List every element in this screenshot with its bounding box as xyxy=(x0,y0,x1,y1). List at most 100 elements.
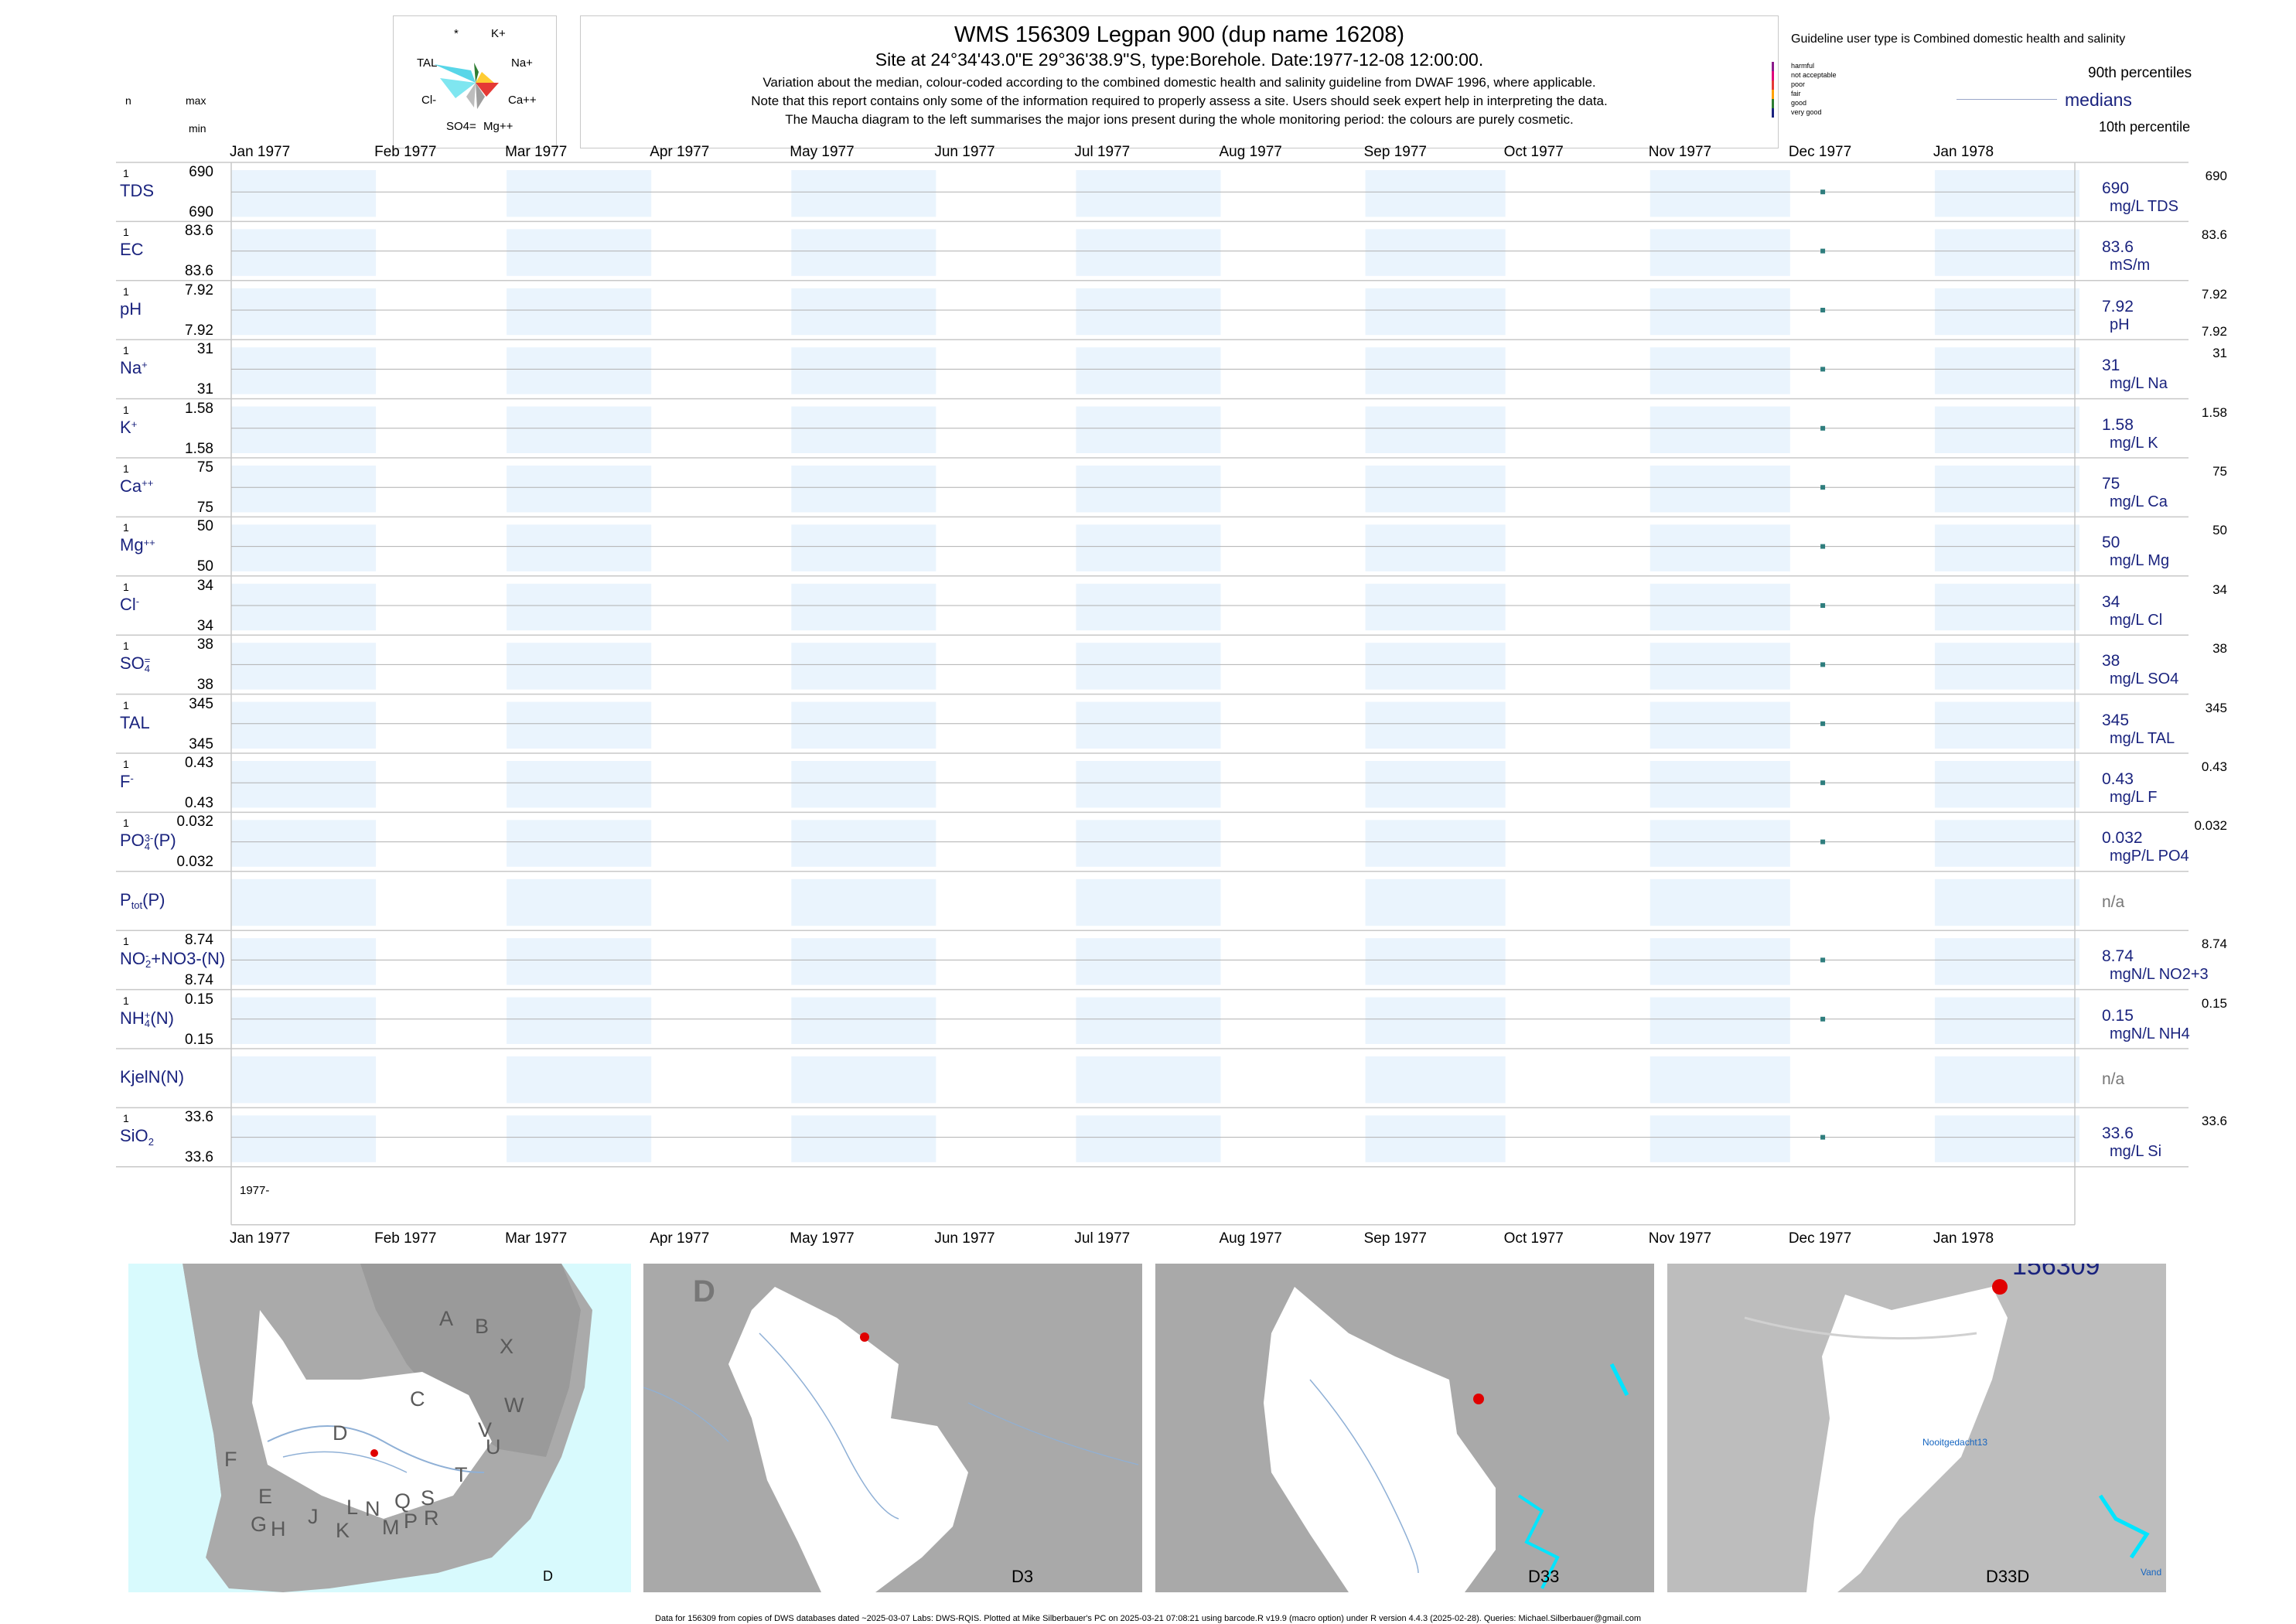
maucha-label-cl: Cl- xyxy=(421,94,437,107)
month-band xyxy=(1076,406,1221,453)
median-value: 1.58 xyxy=(2102,415,2134,434)
row-min: 34 xyxy=(196,617,213,634)
month-band xyxy=(231,997,377,1044)
month-band xyxy=(507,701,652,749)
parameter-label: pH xyxy=(120,299,142,319)
month-label-top: Aug 1977 xyxy=(1219,144,1282,160)
month-label-top: Nov 1977 xyxy=(1648,144,1712,160)
month-band xyxy=(507,288,652,336)
month-label-top: Apr 1977 xyxy=(650,144,710,160)
region-label: S xyxy=(421,1486,435,1510)
percentile-90-value: 34 xyxy=(2212,582,2227,597)
month-band xyxy=(1650,288,1790,336)
row-min: 33.6 xyxy=(185,1149,213,1166)
legend-level-label: fair xyxy=(1791,90,1801,97)
month-band xyxy=(507,879,652,926)
month-band xyxy=(1076,583,1221,631)
month-band xyxy=(507,1056,652,1104)
row-min: 7.92 xyxy=(185,322,213,339)
map-panel-d3: D D3 xyxy=(643,1264,1142,1592)
region-label: F xyxy=(224,1448,237,1471)
row-max: 345 xyxy=(189,695,213,712)
row-max: 0.15 xyxy=(185,991,213,1008)
region-label: Q xyxy=(394,1489,411,1513)
sample-count: 1 xyxy=(123,226,129,239)
month-band xyxy=(1076,701,1221,749)
month-label-top: Jan 1977 xyxy=(230,144,291,160)
legend-p10: 10th percentile xyxy=(2099,119,2191,135)
row-min: 0.15 xyxy=(185,1031,213,1048)
month-label-bottom: Feb 1977 xyxy=(374,1230,437,1247)
parameter-label: Cl - xyxy=(120,594,140,614)
maucha-svg xyxy=(434,63,499,109)
month-band xyxy=(1076,879,1221,926)
month-band xyxy=(791,643,936,690)
month-band xyxy=(1076,1056,1221,1104)
month-band xyxy=(1365,938,1506,985)
month-band xyxy=(1650,347,1790,394)
median-value: 34 xyxy=(2102,592,2120,611)
month-label-bottom: May 1977 xyxy=(790,1230,855,1247)
map-d3-site-marker xyxy=(860,1332,869,1342)
row-max: 75 xyxy=(196,459,213,476)
legend-swatch xyxy=(1772,62,1774,71)
percentile-90-value: 0.15 xyxy=(2201,995,2227,1011)
row-max: 33.6 xyxy=(185,1109,213,1126)
month-band xyxy=(1365,879,1506,926)
month-label-top: Oct 1977 xyxy=(1503,144,1564,160)
row-max: 0.43 xyxy=(185,755,213,771)
month-band xyxy=(1934,170,2080,217)
row-max: 1.58 xyxy=(185,400,213,417)
month-band xyxy=(231,820,377,867)
month-band xyxy=(1650,761,1790,808)
region-label: D xyxy=(333,1421,348,1445)
month-band xyxy=(791,288,936,336)
parameter-label: NH +4 (N) xyxy=(120,1008,174,1029)
guideline-title: Guideline user type is Combined domestic… xyxy=(1791,32,2126,46)
map-d33-svg xyxy=(1264,1287,1629,1592)
region-label: W xyxy=(504,1394,524,1417)
month-band xyxy=(791,229,936,276)
month-band xyxy=(1650,643,1790,690)
map-d33d-svg xyxy=(1667,1264,2166,1592)
sample-count: 1 xyxy=(123,758,129,770)
month-band xyxy=(1650,938,1790,985)
maucha-label-so4: SO4= xyxy=(446,120,476,133)
region-label: G xyxy=(251,1513,268,1536)
value-unit: mgN/L NH4 xyxy=(2110,1025,2190,1042)
maucha-na-segment xyxy=(476,72,494,83)
sample-point xyxy=(1820,1134,1826,1140)
row-max: 8.74 xyxy=(185,932,213,949)
month-band xyxy=(1650,229,1790,276)
sample-point xyxy=(1820,662,1826,667)
month-band xyxy=(791,820,936,867)
month-band xyxy=(231,701,377,749)
month-band xyxy=(791,997,936,1044)
row-min: 31 xyxy=(196,381,213,398)
sample-count: 1 xyxy=(123,167,129,179)
description-line-2: Note that this report contains only some… xyxy=(751,94,1608,108)
parameter-label: K + xyxy=(120,417,138,437)
map-panel3-label: D33 xyxy=(1528,1567,1560,1586)
value-unit: mgN/L NO2+3 xyxy=(2110,966,2209,984)
row-min: 345 xyxy=(189,735,213,752)
row-min: 1.58 xyxy=(185,440,213,457)
row-max: 0.032 xyxy=(176,814,213,831)
month-band xyxy=(1365,643,1506,690)
month-band xyxy=(791,466,936,513)
sample-point xyxy=(1820,485,1826,490)
month-band xyxy=(1076,229,1221,276)
parameter-label: SiO 2 xyxy=(120,1126,154,1148)
map-panel-d33d: 156309 Nooitgedacht13 Vand D33D xyxy=(1667,1264,2166,1592)
legend-level-label: good xyxy=(1791,99,1807,107)
median-value: 83.6 xyxy=(2102,238,2134,257)
month-label-bottom: Jan 1977 xyxy=(230,1230,291,1247)
map-panel4-edge: Vand xyxy=(2141,1567,2162,1578)
month-band xyxy=(1934,761,2080,808)
month-label-bottom: Jul 1977 xyxy=(1074,1230,1131,1247)
month-label-top: Sep 1977 xyxy=(1363,144,1427,160)
report-title: WMS 156309 Legpan 900 (dup name 16208) xyxy=(954,22,1405,47)
median-value: 38 xyxy=(2102,652,2120,670)
value-unit: mg/L TAL xyxy=(2110,729,2175,747)
row-min: 690 xyxy=(189,204,213,220)
